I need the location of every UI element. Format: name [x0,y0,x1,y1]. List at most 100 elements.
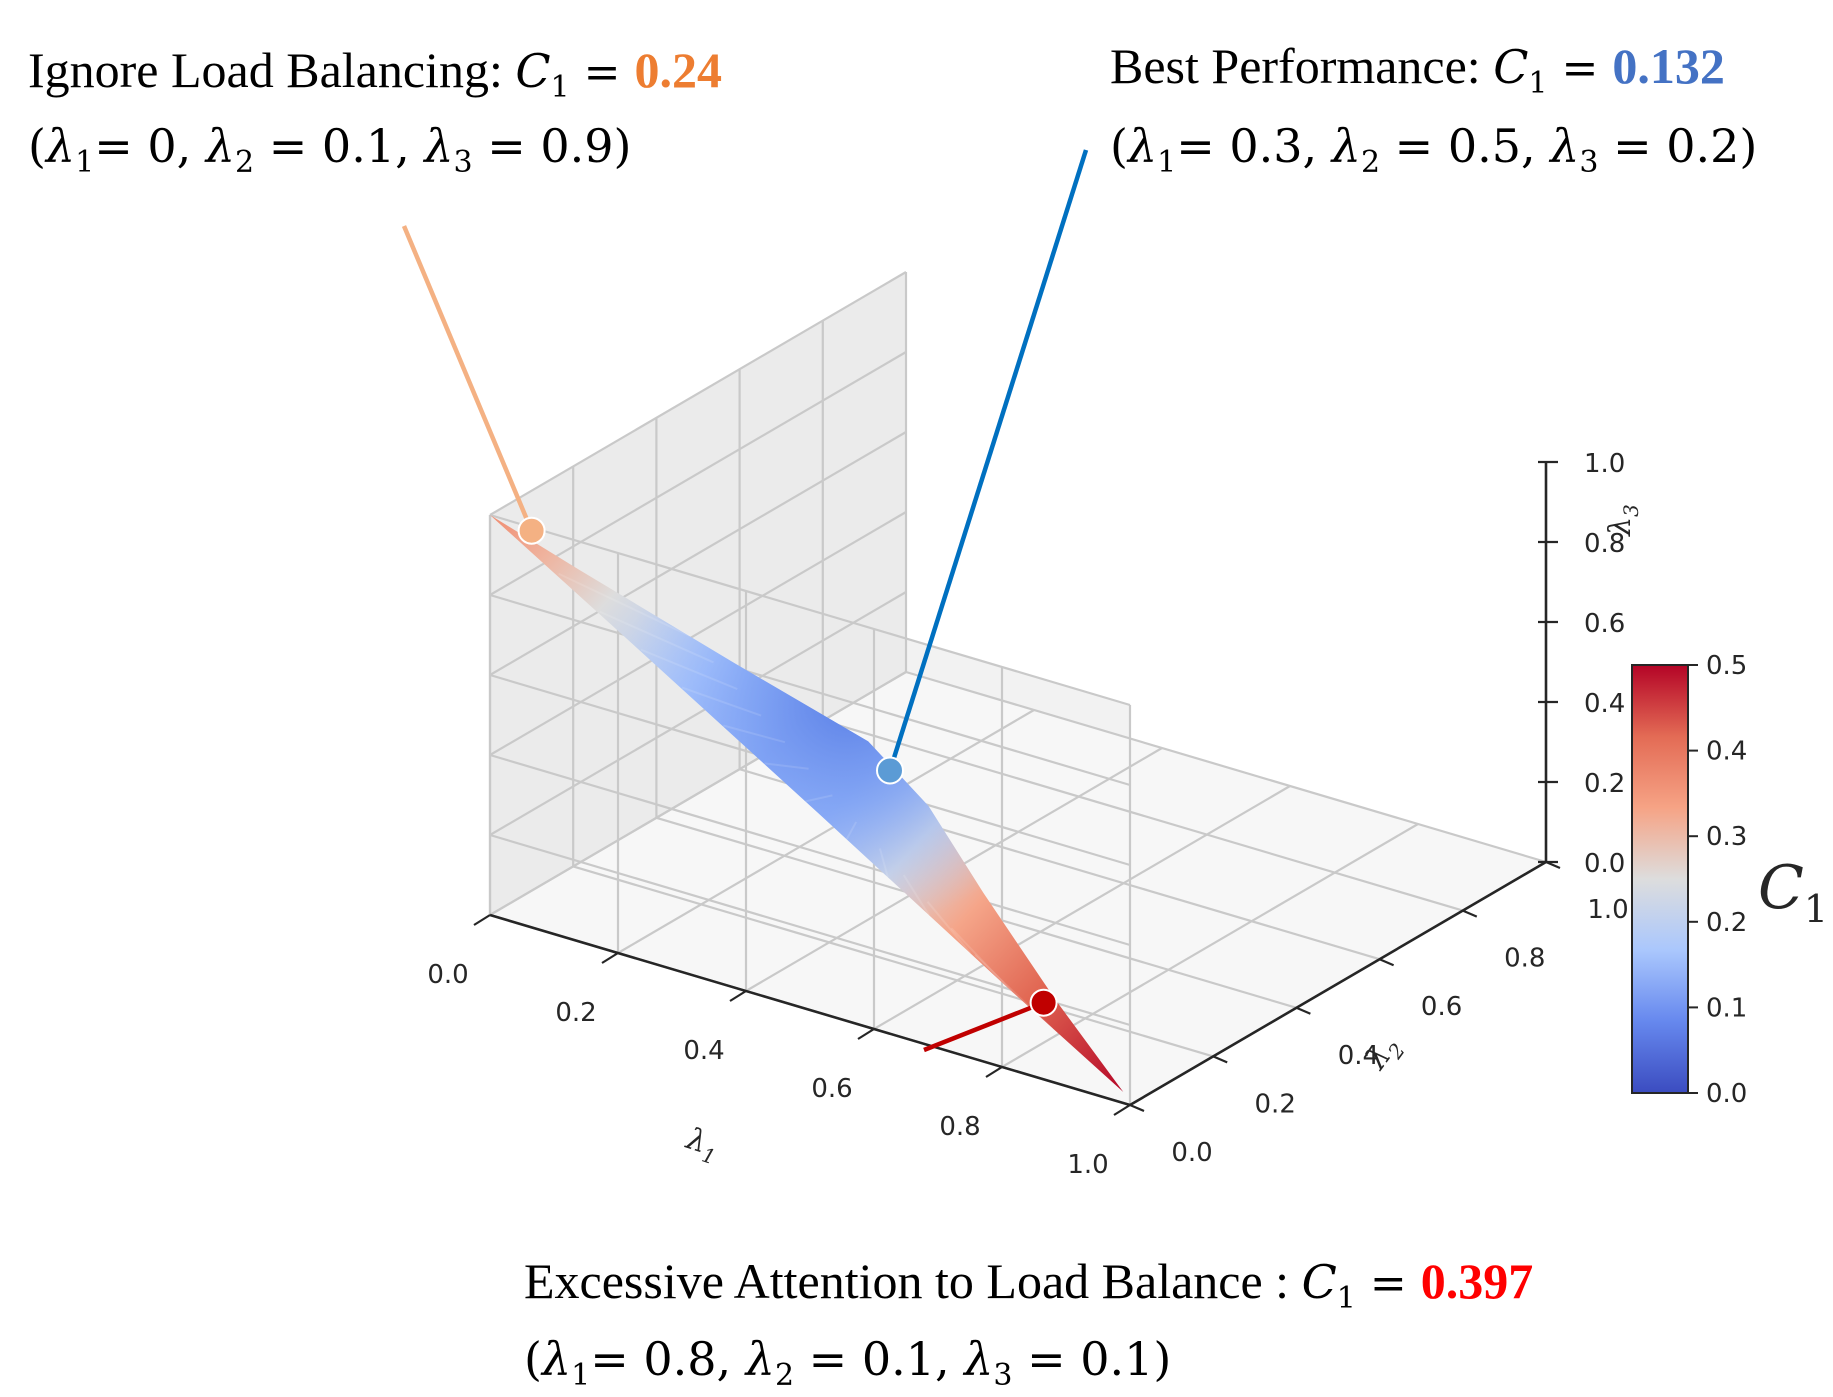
colorbar-tick-label: 0.5 [1706,651,1747,681]
colorbar-tick-label: 0.0 [1706,1079,1747,1109]
annotation-param-lambda: λ [540,1332,571,1386]
annotation-param-sub: 2 [1361,145,1380,180]
grid-line [489,513,1131,707]
pane-back-right [490,272,906,915]
x-tick-label: 0.8 [939,1112,980,1142]
surface-striation [926,901,971,954]
annotation-ignore-eq: = [570,47,635,98]
annotation-param-sub: 3 [1579,145,1598,180]
annotation-ignore-metric-sub: 1 [551,70,570,105]
x-axis-label: λ1 [680,1121,724,1169]
z-axis-label-sub: 3 [1619,504,1643,517]
surface-striation [640,648,738,690]
leader-line-ignore [401,225,534,532]
surface-striation [974,954,1054,1030]
y-tick-label: 0.4 [1338,1041,1379,1071]
point-ignore [517,516,546,545]
annotation-param-text: = 0.2) [1598,119,1757,173]
y-tick-label: 0.0 [1171,1138,1212,1168]
annotation-param-lambda: λ [1330,119,1361,173]
annotation-excessive-value: 0.397 [1421,1253,1534,1309]
z-axis-label: λ3 [1603,504,1643,537]
surface-striation [878,848,889,878]
surface-striation [805,794,833,803]
x-tick-label: 0.4 [683,1036,724,1066]
leader-line-excessive [923,1000,1045,1053]
annotation-param-text: = 0, [94,119,206,173]
annotation-best-metric-sub: 1 [1528,66,1547,101]
annotation-best-params: (λ1= 0.3, λ2 = 0.5, λ3 = 0.2) [1110,119,1757,180]
colorbar-tick-label: 0.4 [1706,737,1747,767]
annotation-param-sub: 2 [235,145,254,180]
grid-line [489,593,1131,787]
grid-line [489,271,907,516]
annotation-param-lambda: λ [744,1332,775,1386]
surface-striation [764,762,809,770]
annotation-param-lambda: λ [204,119,235,173]
annotation-param-lambda: λ [1548,119,1579,173]
annotation-excessive-metric-sub: 1 [1337,1281,1356,1316]
annotation-excessive-params: (λ1= 0.8, λ2 = 0.1, λ3 = 0.1) [524,1332,1171,1393]
annotation-param-text: = 0.1) [1012,1332,1171,1386]
annotation-param-sub: 1 [571,1358,590,1393]
grid-line [905,670,1547,864]
x-tick-mark [601,952,619,964]
annotation-param-lambda: λ [962,1332,993,1386]
colorbar-bar [1631,664,1689,1094]
annotation-best-metric: C [1493,40,1528,94]
annotation-param-text: = 0.3, [1176,119,1332,173]
x-tick-label: 0.6 [811,1074,852,1104]
grid-line [873,785,1291,1030]
annotation-excessive-label: Excessive Attention to Load Balance : [524,1253,1302,1309]
y-tick-mark [1295,1006,1311,1015]
y-tick-label: 1.0 [1587,895,1628,925]
annotation-param-sub: 3 [993,1358,1012,1393]
grid-line [489,351,907,596]
highlight-points [517,516,1058,1017]
annotations: Ignore Load Balancing: C1 = 0.24(λ1= 0, … [28,38,1757,1393]
colorbar-label-letter: C [1758,853,1804,923]
grid-line [822,719,1464,912]
z-tick-label: 0.8 [1584,529,1625,559]
z-tick-label: 0.2 [1584,769,1625,799]
y-tick-label: 0.8 [1504,944,1545,974]
annotation-ignore-metric: C [515,44,550,98]
annotation-param-lambda: λ [44,119,75,173]
z-tick-label: 0.0 [1584,849,1625,879]
annotation-ignore-label: Ignore Load Balancing: [28,42,515,98]
annotation-param-text: ( [524,1332,542,1386]
colorbar-tick-label: 0.3 [1706,822,1747,852]
axis-lines [489,462,1548,1107]
y-tick-mark [1129,1103,1145,1113]
grid-line [489,671,907,916]
colorbar-tick-label: 0.2 [1706,908,1747,938]
surface-striation [558,572,691,637]
annotation-best-label: Best Performance: [1110,38,1493,94]
annotation-param-text: ( [28,119,46,173]
annotation-param-text: ( [1110,119,1128,173]
surface-striation [950,927,1012,992]
surface-striation [845,821,858,840]
y-tick-mark [1379,958,1395,967]
y-axis-line [1129,860,1547,1107]
x-tick-label: 0.0 [427,960,468,990]
colorbar-tick-label: 0.1 [1706,993,1747,1023]
annotation-param-sub: 2 [775,1358,794,1393]
annotation-param-text: = 0.1, [794,1332,964,1386]
z-tick-label: 0.6 [1584,609,1625,639]
x-tick-label: 0.2 [555,998,596,1028]
x-axis-line [489,913,1131,1107]
annotation-best-title: Best Performance: C1 = 0.132 [1110,38,1725,101]
annotation-param-sub: 3 [453,145,472,180]
grid-line [489,591,907,836]
y-tick-mark [1212,1055,1228,1064]
y-tick-label: 0.6 [1421,992,1462,1022]
annotation-best-eq: = [1548,43,1613,94]
x-tick-mark [1113,1104,1131,1116]
annotation-param-lambda: λ [422,119,453,173]
grid-line [617,709,1035,954]
axis-ticks: 0.0 0.2 0.4 0.6 0.8 1.0 0.0 0.2 0.4 0.6 0.8 1.0 0.0 0… [427,449,1643,1180]
leader-lines [401,149,1089,1053]
surface-striation [681,686,762,717]
x-tick-mark [857,1028,875,1040]
